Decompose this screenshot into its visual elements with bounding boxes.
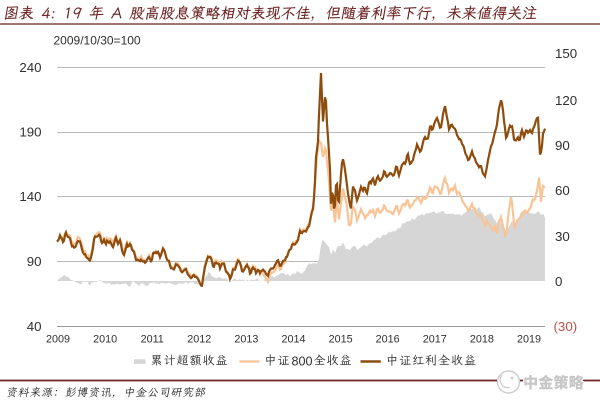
svg-text:30: 30 [555,229,570,244]
svg-text:2011: 2011 [141,334,164,346]
svg-text:2013: 2013 [234,334,258,346]
svg-text:2012: 2012 [187,334,211,346]
svg-text:(30): (30) [554,319,578,334]
svg-text:2019: 2019 [517,334,541,346]
svg-text:2009/10/30=100: 2009/10/30=100 [54,33,141,47]
svg-text:40: 40 [27,319,42,334]
svg-text:60: 60 [555,183,570,198]
svg-text:90: 90 [27,254,42,269]
svg-text:150: 150 [555,46,577,61]
svg-text:2017: 2017 [423,334,447,346]
svg-text:240: 240 [19,60,41,75]
svg-text:90: 90 [555,138,570,153]
svg-text:2016: 2016 [376,334,400,346]
svg-text:120: 120 [555,93,577,108]
svg-text:2018: 2018 [470,334,494,346]
svg-text:190: 190 [19,125,41,140]
svg-text:140: 140 [19,189,41,204]
svg-text:800: 800 [292,354,313,368]
svg-text:2014: 2014 [281,334,305,346]
svg-text:0: 0 [555,274,562,289]
svg-text:2015: 2015 [329,334,353,346]
svg-text:2009: 2009 [46,334,70,346]
svg-text:2010: 2010 [93,334,117,346]
